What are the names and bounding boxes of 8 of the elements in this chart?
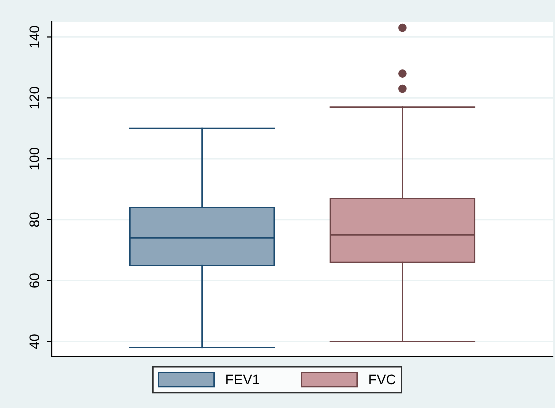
legend-label: FVC (370, 374, 396, 385)
y-tick-label: 60 (30, 274, 40, 288)
y-tick-label: 40 (30, 334, 40, 350)
y-tick-label: 80 (30, 212, 40, 228)
legend-label: FEV1 (226, 374, 260, 384)
y-tick-label: 120 (30, 87, 40, 109)
y-tick-label: 140 (30, 26, 40, 48)
y-tick-label: 100 (30, 148, 40, 170)
